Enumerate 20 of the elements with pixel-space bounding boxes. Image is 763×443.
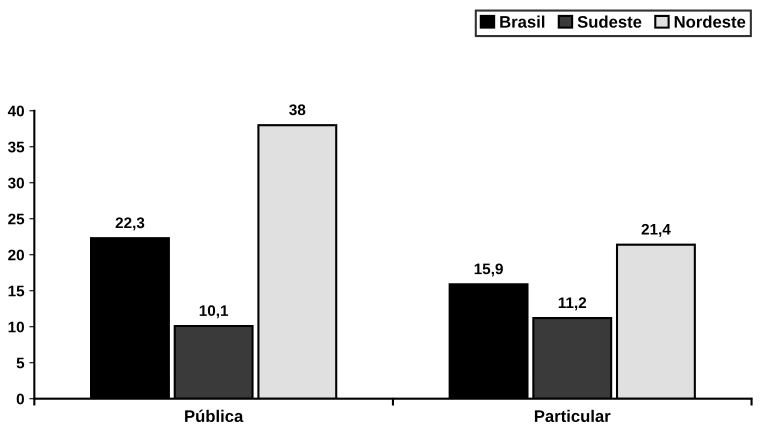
- y-tick-label: 15: [8, 286, 24, 296]
- y-tick-label: 20: [8, 250, 24, 260]
- legend-label: Nordeste: [674, 16, 746, 28]
- y-tick-label: 0: [16, 394, 24, 404]
- data-label: 22,3: [116, 217, 144, 230]
- y-tick-label: 35: [8, 142, 24, 152]
- data-label: 21,4: [642, 224, 671, 237]
- y-tick-label: 30: [8, 178, 24, 188]
- data-label: 11,2: [558, 297, 586, 310]
- y-tick-label: 10: [8, 322, 24, 332]
- data-label: 15,9: [474, 263, 503, 276]
- x-tick-label: Pública: [185, 410, 244, 422]
- y-tick-label: 25: [8, 214, 24, 224]
- data-label: 38: [289, 104, 306, 116]
- data-label: 10,1: [200, 305, 228, 318]
- y-tick-label: 5: [16, 358, 24, 368]
- legend-label: Sudeste: [578, 16, 642, 28]
- x-tick-label: Particular: [534, 410, 610, 422]
- y-tick-label: 40: [8, 106, 24, 116]
- legend-label: Brasil: [500, 16, 544, 28]
